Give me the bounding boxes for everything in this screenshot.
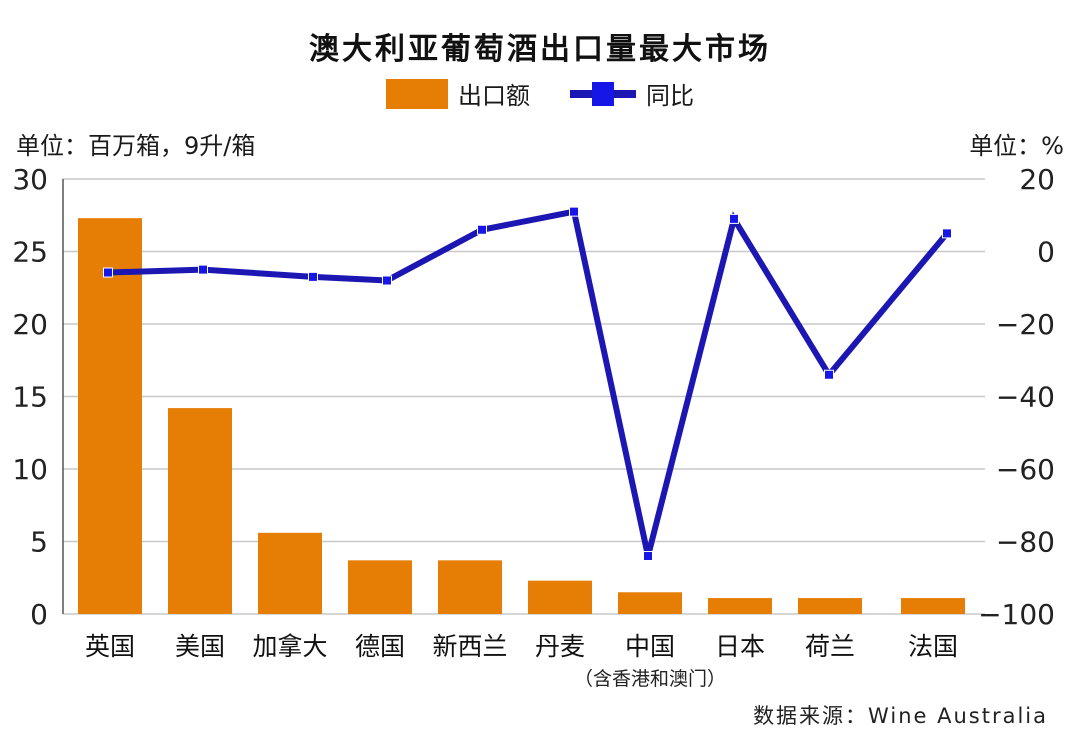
line-marker (569, 206, 579, 217)
category-label: 英国 (85, 632, 135, 661)
left-axis-tick: 25 (12, 236, 48, 269)
category-label: 新西兰 (432, 632, 507, 661)
left-axis-tick: 5 (30, 526, 48, 559)
line-marker (729, 213, 739, 224)
category-label: 法国 (908, 632, 958, 661)
category-label: 丹麦 (535, 632, 585, 661)
left-axis-unit: 单位：百万箱，9升/箱 (16, 132, 256, 160)
line-marker (103, 267, 113, 278)
bar (438, 560, 502, 614)
bar (348, 560, 412, 614)
legend: 出口额 同比 (0, 76, 1080, 111)
right-axis-tick: 20 (1019, 163, 1055, 196)
line-marker (477, 224, 487, 235)
category-label: 日本 (715, 632, 765, 661)
right-axis-tick: −20 (996, 308, 1055, 341)
right-axis-tick: 0 (1037, 236, 1055, 269)
category-label: 美国 (175, 632, 225, 661)
line-marker (824, 369, 834, 380)
category-label: 荷兰 (805, 632, 855, 661)
right-axis-tick: −80 (996, 526, 1055, 559)
data-source: 数据来源：Wine Australia (753, 704, 1048, 728)
left-axis-tick: 0 (30, 598, 48, 631)
right-axis-tick: −40 (996, 381, 1055, 414)
legend-bar-label: 出口额 (458, 82, 530, 110)
bar (618, 592, 682, 614)
left-axis-tick: 15 (12, 381, 48, 414)
line-marker (643, 551, 653, 561)
category-note: （含香港和澳门） (574, 668, 726, 690)
bar (901, 598, 965, 614)
line-marker (942, 228, 952, 239)
bar (708, 598, 772, 614)
legend-item-line: 同比 (570, 76, 694, 111)
left-axis-tick: 20 (12, 308, 48, 341)
line-marker (198, 264, 208, 275)
right-axis-tick: −60 (996, 453, 1055, 486)
category-label: 加拿大 (252, 632, 327, 661)
line-marker-swatch-icon (570, 79, 636, 109)
bar (168, 408, 232, 614)
yoy-line (107, 208, 950, 557)
line-marker (382, 275, 392, 286)
bar (528, 580, 592, 614)
left-axis-tick: 10 (12, 453, 48, 486)
category-label: 中国 (625, 632, 675, 661)
line-marker (308, 271, 318, 282)
category-label: 德国 (355, 632, 405, 661)
bar (258, 532, 322, 614)
bar (798, 598, 862, 614)
bar (78, 218, 142, 614)
bar-swatch-icon (386, 78, 448, 109)
legend-item-bar: 出口额 (386, 76, 530, 111)
chart-title: 澳大利亚葡萄酒出口量最大市场 (309, 32, 771, 67)
left-axis-tick: 30 (12, 163, 48, 196)
right-axis-tick: −100 (978, 598, 1055, 631)
legend-line-label: 同比 (646, 82, 694, 110)
right-axis-unit: 单位：% (969, 132, 1064, 160)
